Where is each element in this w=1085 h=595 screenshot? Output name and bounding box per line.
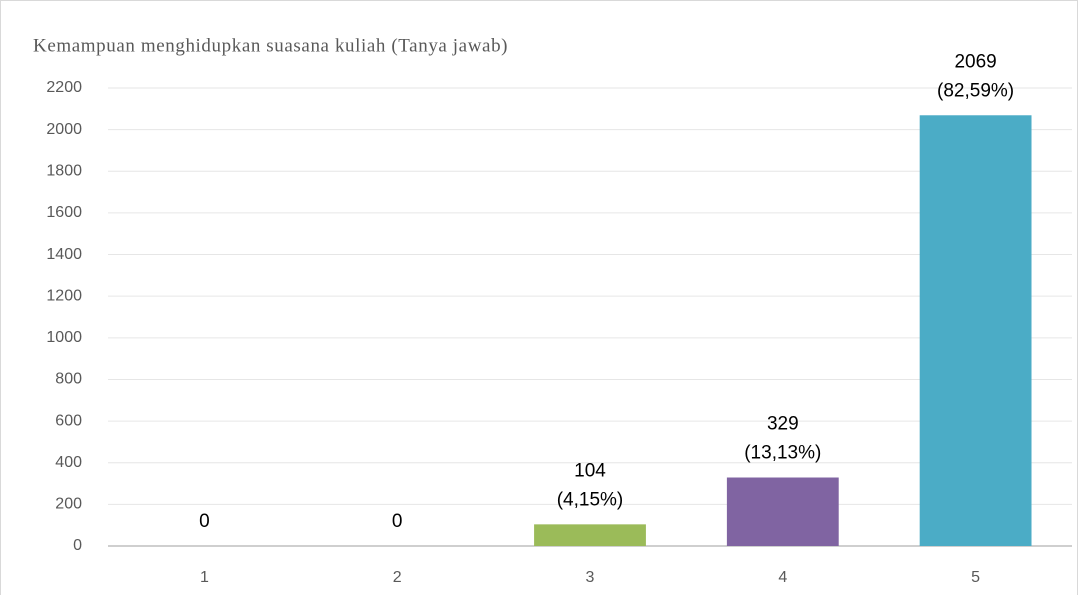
x-tick-label: 4 (778, 569, 787, 586)
x-tick-label: 3 (586, 569, 595, 586)
y-tick-label: 0 (73, 537, 82, 554)
y-tick-label: 1800 (46, 162, 82, 179)
bar (534, 524, 646, 546)
x-tick-label: 1 (200, 569, 209, 586)
data-label: 0 (392, 511, 403, 532)
bar (726, 477, 839, 546)
data-label: 329 (767, 414, 799, 435)
data-label: 2069 (954, 51, 996, 72)
y-tick-label: 400 (55, 454, 82, 471)
x-tick-label: 5 (971, 569, 980, 586)
x-tick-label: 2 (393, 569, 402, 586)
y-tick-label: 1000 (46, 329, 82, 346)
bar (919, 115, 1032, 546)
y-tick-label: 600 (55, 412, 82, 429)
y-tick-label: 2200 (46, 79, 82, 96)
y-tick-label: 1400 (46, 246, 82, 263)
y-tick-label: 200 (55, 496, 82, 513)
data-label: (82,59%) (937, 80, 1014, 101)
data-label: 104 (574, 460, 606, 481)
data-label: (13,13%) (744, 443, 821, 464)
y-tick-label: 1200 (46, 287, 82, 304)
y-tick-label: 800 (55, 371, 82, 388)
y-tick-label: 1600 (46, 204, 82, 221)
y-tick-label: 2000 (46, 121, 82, 138)
data-label: 0 (199, 511, 210, 532)
chart-title: Kemampuan menghidupkan suasana kuliah (T… (33, 35, 508, 56)
data-label: (4,15%) (557, 489, 624, 510)
